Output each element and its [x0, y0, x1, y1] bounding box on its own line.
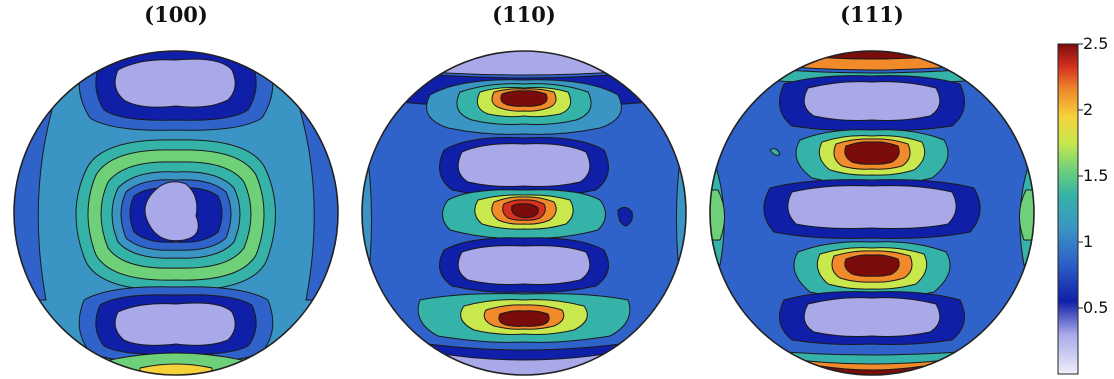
- pole-figure-100: [14, 51, 338, 375]
- panel-title-110: (110): [492, 2, 556, 27]
- colorbar-tick-label: 2.5: [1083, 34, 1109, 53]
- panel-title-111: (111): [840, 2, 904, 27]
- pole-figure-111-border: [709, 50, 1035, 376]
- colorbar-tick-label: 2: [1083, 100, 1094, 119]
- pole-figure-111: [710, 51, 1034, 375]
- colorbar-tick-label: 1: [1083, 232, 1094, 251]
- pole-figure-100-border: [13, 50, 339, 376]
- pole-figure-110-border: [361, 50, 687, 376]
- colorbar: [1057, 43, 1083, 375]
- colorbar-gradient: [1057, 43, 1079, 375]
- colorbar-tick-label: 1.5: [1083, 166, 1109, 185]
- pole-figure-110: [362, 51, 686, 375]
- panel-title-100: (100): [144, 2, 208, 27]
- colorbar-tick-label: 0.5: [1083, 298, 1109, 317]
